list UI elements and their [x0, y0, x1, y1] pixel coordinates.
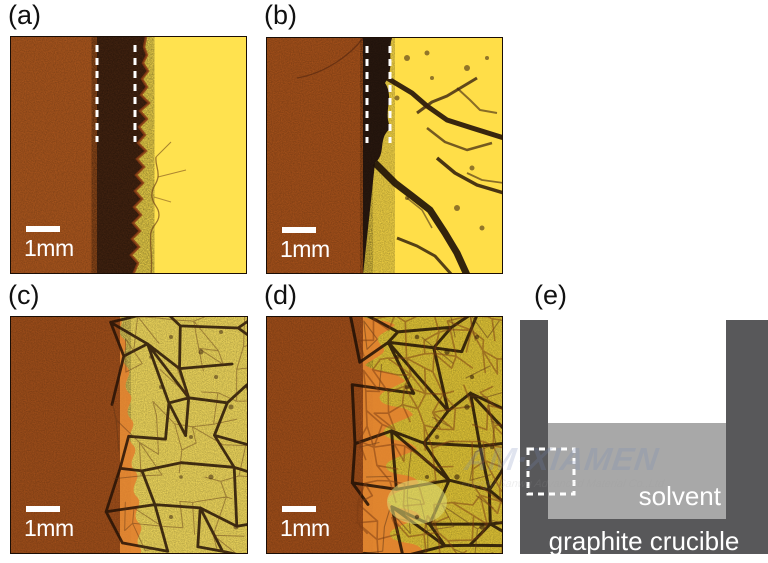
- svg-text:solvent: solvent: [639, 481, 722, 511]
- svg-text:graphite crucible: graphite crucible: [549, 526, 740, 554]
